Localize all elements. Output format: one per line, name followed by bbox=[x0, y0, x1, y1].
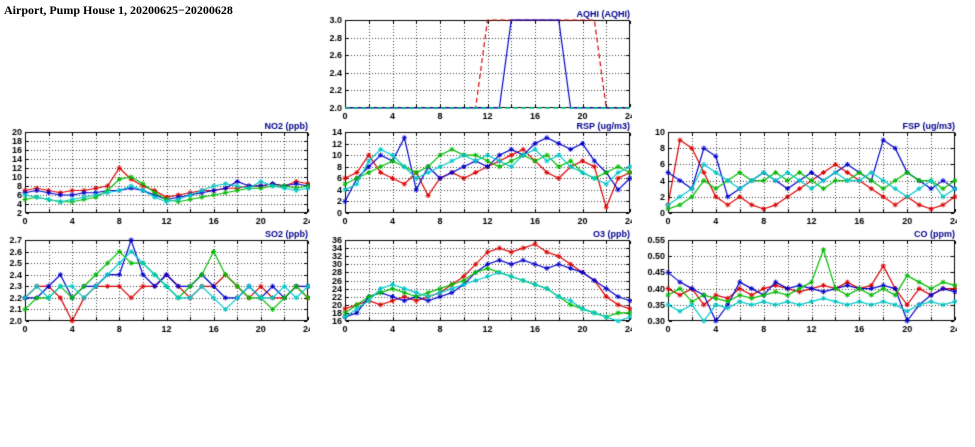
chart-no2 bbox=[0, 120, 310, 229]
chart-o3 bbox=[318, 228, 632, 337]
page-title: Airport, Pump House 1, 20200625−20200628 bbox=[4, 3, 233, 17]
chart-co bbox=[641, 228, 957, 337]
chart-rsp bbox=[318, 120, 632, 229]
chart-fsp bbox=[641, 120, 957, 229]
chart-so2 bbox=[0, 228, 310, 337]
chart-aqhi bbox=[318, 8, 632, 124]
